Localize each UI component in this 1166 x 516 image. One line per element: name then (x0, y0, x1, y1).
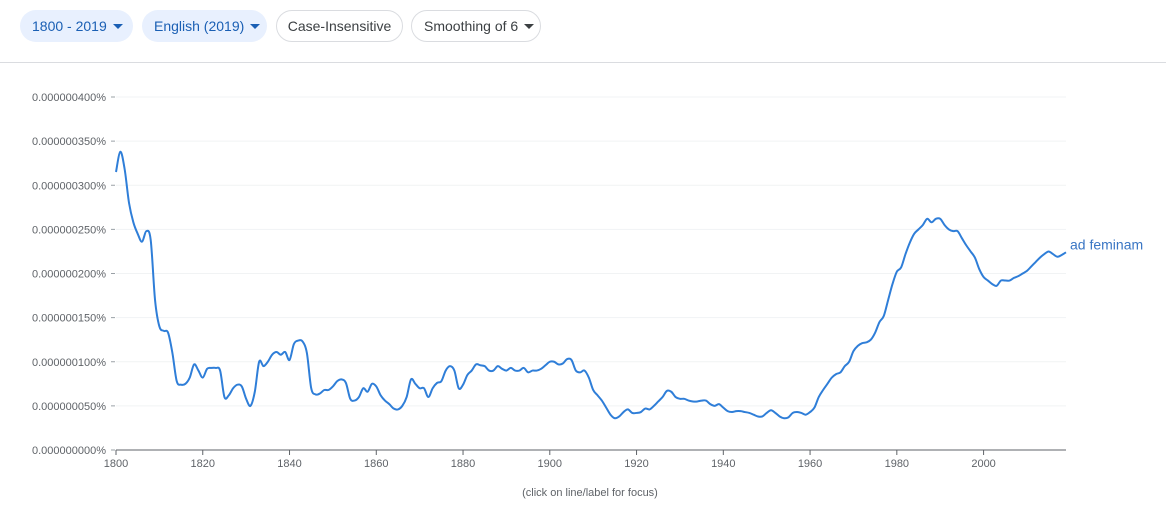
case-insensitive-toggle[interactable]: Case-Insensitive (276, 10, 403, 42)
chart-footnote: (click on line/label for focus) (522, 487, 658, 499)
y-tick-label: 0.000000250% (32, 224, 106, 236)
x-axis: 1800 1820 1840 1860 1880 1900 1920 1940 1960 1980… (104, 449, 1066, 470)
smoothing-dropdown[interactable]: Smoothing of 6 (411, 10, 541, 42)
year-range-dropdown[interactable]: 1800 - 2019 (20, 10, 133, 42)
y-tick-label: 0.000000000% (32, 445, 106, 457)
ngram-line-chart: 0.000000000% 0.000000050% 0.000000100% 0.00… (32, 92, 1143, 499)
series-layer: ad feminam (115, 150, 1143, 420)
y-tick-label: 0.000000200% (32, 269, 106, 281)
x-tick-label: 1960 (798, 458, 822, 470)
y-tick-label: 0.000000350% (32, 136, 106, 148)
x-tick-label: 1800 (104, 458, 128, 470)
y-tick-label: 0.000000100% (32, 357, 106, 369)
y-tick-label: 0.000000050% (32, 401, 106, 413)
chevron-down-icon (524, 23, 535, 29)
x-tick-label: 1940 (711, 458, 735, 470)
grid-lines (116, 96, 1066, 407)
chevron-down-icon (112, 23, 123, 29)
x-tick-label: 1860 (364, 458, 388, 470)
x-tick-label: 1900 (538, 458, 562, 470)
series-label-ad-feminam[interactable]: ad feminam (1070, 236, 1143, 252)
x-tick-label: 2000 (971, 458, 995, 470)
y-axis: 0.000000000% 0.000000050% 0.000000100% 0.00… (32, 92, 115, 457)
corpus-label: English (2019) (154, 18, 245, 34)
smoothing-label: Smoothing of 6 (424, 18, 519, 34)
y-tick-label: 0.000000300% (32, 180, 106, 192)
y-tick-label: 0.000000150% (32, 313, 106, 325)
x-tick-label: 1980 (885, 458, 909, 470)
y-tick-label: 0.000000400% (32, 92, 106, 104)
query-toolbar: 1800 - 2019 English (2019) Case-Insensit… (0, 0, 1166, 63)
x-tick-label: 1920 (624, 458, 648, 470)
chevron-down-icon (250, 23, 261, 29)
x-tick-label: 1820 (191, 458, 215, 470)
x-tick-label: 1880 (451, 458, 475, 470)
x-tick-label: 1840 (277, 458, 301, 470)
year-range-label: 1800 - 2019 (32, 18, 107, 34)
case-label: Case-Insensitive (287, 18, 392, 34)
series-line-ad-feminam[interactable] (115, 150, 1067, 420)
corpus-dropdown[interactable]: English (2019) (142, 10, 267, 42)
